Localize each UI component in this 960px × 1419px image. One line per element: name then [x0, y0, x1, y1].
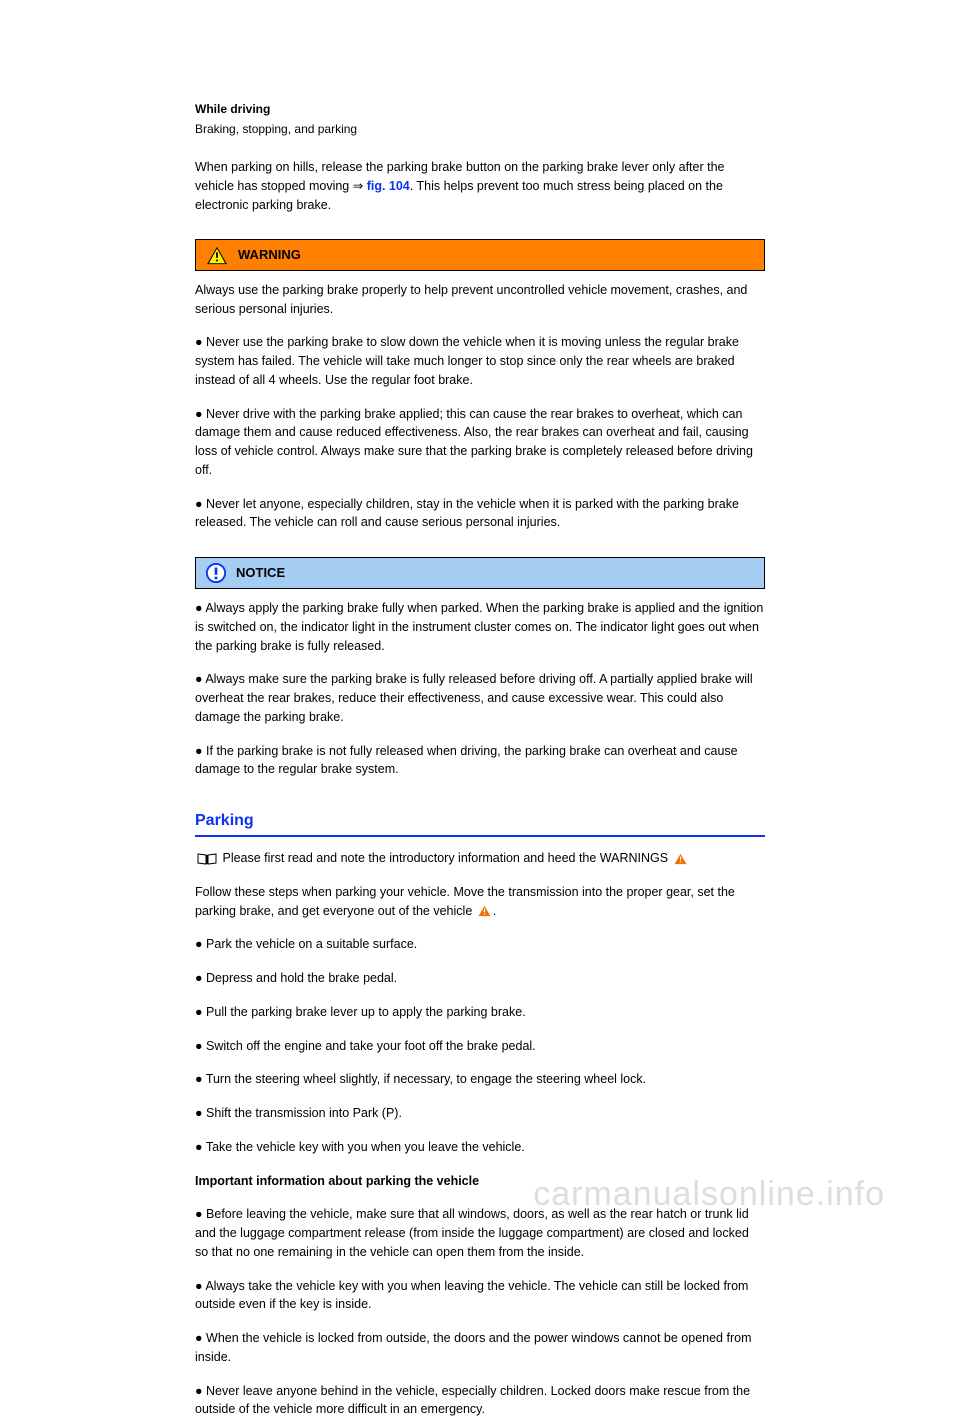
warning-text: Always use the parking brake properly to… [195, 281, 765, 319]
notice-bullet-text: Always make sure the parking brake is fu… [195, 672, 753, 724]
notice-bullet-text: Always apply the parking brake fully whe… [195, 601, 763, 653]
warning-bullet-text: Never drive with the parking brake appli… [195, 407, 753, 477]
note-item: ● Never leave anyone behind in the vehic… [195, 1382, 765, 1419]
note-text: Before leaving the vehicle, make sure th… [195, 1207, 749, 1259]
note-text: When the vehicle is locked from outside,… [195, 1331, 751, 1364]
notice-label: NOTICE [236, 563, 285, 583]
category-heading: While driving [195, 100, 765, 118]
step-item: ● Switch off the engine and take your fo… [195, 1037, 765, 1056]
notice-bullet: ● If the parking brake is not fully rele… [195, 742, 765, 780]
notice-bullet-text: If the parking brake is not fully releas… [195, 744, 738, 777]
notice-bullet: ● Always make sure the parking brake is … [195, 670, 765, 726]
notice-header: NOTICE [195, 557, 765, 589]
inline-warning-triangle-icon [478, 905, 491, 917]
warning-label: WARNING [238, 245, 301, 265]
inline-warning-triangle-icon [674, 853, 687, 865]
subcategory-heading: Braking, stopping, and parking [195, 120, 765, 138]
warning-bullet: ● Never use the parking brake to slow do… [195, 333, 765, 389]
book-icon [197, 853, 217, 865]
steps-intro: Follow these steps when parking your veh… [195, 883, 765, 921]
parking-section-heading: Parking [195, 809, 765, 837]
step-item: ● Pull the parking brake lever up to app… [195, 1003, 765, 1022]
warning-triangle-icon [206, 246, 228, 265]
figure-link[interactable]: fig. 104 [367, 179, 410, 193]
notice-circle-icon [206, 563, 226, 583]
notice-bullet: ● Always apply the parking brake fully w… [195, 599, 765, 655]
note-item: ● Always take the vehicle key with you w… [195, 1277, 765, 1315]
step-text: Take the vehicle key with you when you l… [206, 1140, 525, 1154]
warning-bullet: ● Never drive with the parking brake app… [195, 405, 765, 480]
warning-bullet-text: Never let anyone, especially children, s… [195, 497, 739, 530]
warning-bullet: ● Never let anyone, especially children,… [195, 495, 765, 533]
intro-paragraph: When parking on hills, release the parki… [195, 158, 765, 214]
step-text: Switch off the engine and take your foot… [206, 1039, 536, 1053]
step-item: ● Park the vehicle on a suitable surface… [195, 935, 765, 954]
note-text: Always take the vehicle key with you whe… [195, 1279, 748, 1312]
step-text: Shift the transmission into Park (P). [206, 1106, 402, 1120]
note-text: Never leave anyone behind in the vehicle… [195, 1384, 750, 1417]
step-text: Turn the steering wheel slightly, if nec… [206, 1072, 646, 1086]
step-item: ● Take the vehicle key with you when you… [195, 1138, 765, 1157]
warning-header: WARNING [195, 239, 765, 271]
step-text: Park the vehicle on a suitable surface. [206, 937, 417, 951]
reading-notice-text: Please first read and note the introduct… [222, 851, 668, 865]
step-text: Depress and hold the brake pedal. [206, 971, 397, 985]
watermark: carmanualsonline.info [533, 1175, 885, 1214]
step-text: Pull the parking brake lever up to apply… [206, 1005, 526, 1019]
note-item: ● When the vehicle is locked from outsid… [195, 1329, 765, 1367]
step-item: ● Depress and hold the brake pedal. [195, 969, 765, 988]
warning-bullet-text: Never use the parking brake to slow down… [195, 335, 739, 387]
reading-notice: Please first read and note the introduct… [195, 849, 765, 868]
step-item: ● Shift the transmission into Park (P). [195, 1104, 765, 1123]
step-item: ● Turn the steering wheel slightly, if n… [195, 1070, 765, 1089]
